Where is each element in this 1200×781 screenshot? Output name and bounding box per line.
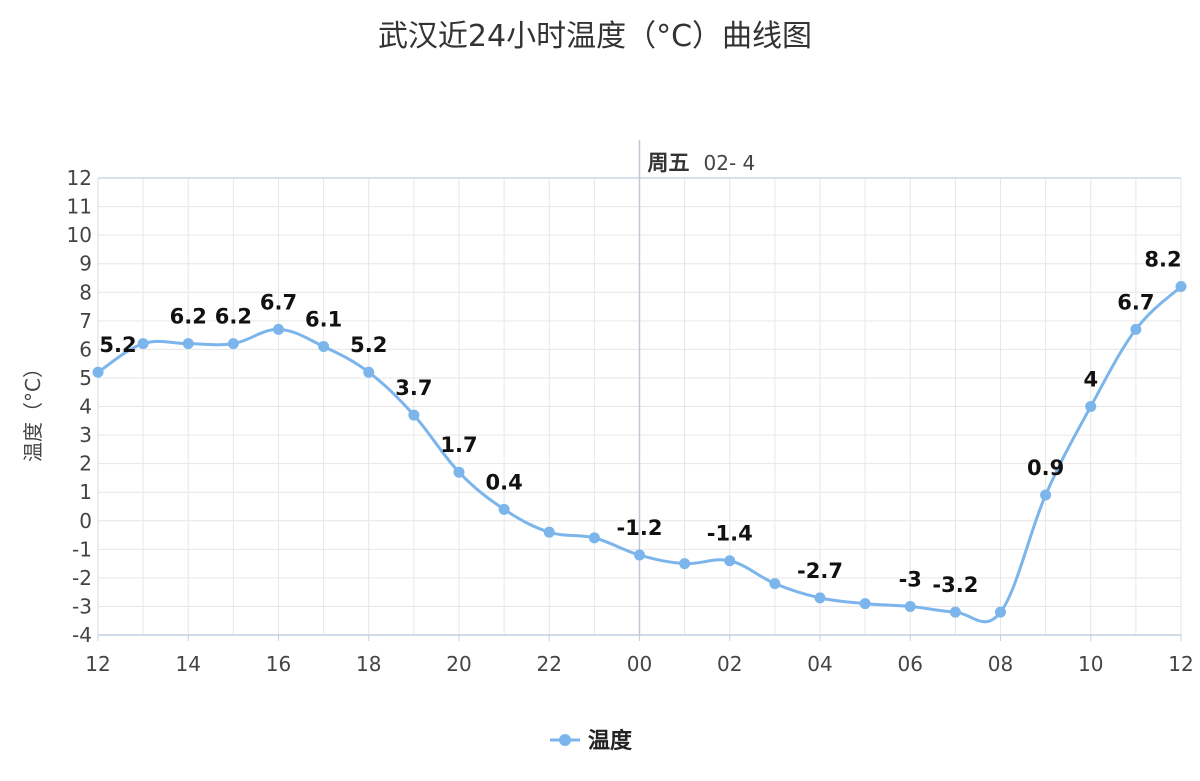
x-tick-label: 00 bbox=[627, 652, 652, 676]
data-point bbox=[543, 526, 555, 538]
data-point bbox=[498, 503, 510, 515]
y-tick-label: 12 bbox=[67, 166, 92, 190]
day-name: 周五 bbox=[648, 151, 690, 175]
data-point bbox=[769, 578, 781, 590]
x-tick-label: 12 bbox=[85, 652, 110, 676]
data-label: 6.1 bbox=[305, 308, 342, 332]
data-point bbox=[318, 341, 330, 353]
x-tick-label: 04 bbox=[807, 652, 832, 676]
y-tick-label: -2 bbox=[72, 566, 92, 590]
data-point bbox=[1175, 281, 1187, 293]
day-marker: 周五 02- 4 bbox=[638, 140, 756, 635]
data-point bbox=[814, 592, 826, 604]
x-tick-label: 14 bbox=[176, 652, 201, 676]
x-tick-label: 22 bbox=[537, 652, 562, 676]
legend-marker bbox=[559, 734, 571, 746]
data-point bbox=[182, 338, 194, 350]
y-tick-label: 10 bbox=[67, 223, 92, 247]
x-tick-label: 16 bbox=[266, 652, 291, 676]
data-label: 6.7 bbox=[1117, 290, 1154, 314]
data-point bbox=[949, 606, 961, 618]
data-point bbox=[273, 323, 284, 335]
y-tick-label: 5 bbox=[79, 366, 92, 390]
data-label: 4 bbox=[1083, 368, 1098, 392]
data-label: 5.2 bbox=[350, 333, 387, 357]
data-point bbox=[634, 549, 645, 561]
y-tick-label: -1 bbox=[72, 537, 92, 561]
legend-label: 温度 bbox=[588, 728, 633, 754]
y-tick-label: 3 bbox=[79, 423, 92, 447]
data-label: 8.2 bbox=[1144, 248, 1181, 272]
chart-title: 武汉近24小时温度（°C）曲线图 bbox=[378, 19, 812, 54]
data-label: 3.7 bbox=[395, 376, 432, 400]
data-label: -1.2 bbox=[617, 516, 663, 540]
data-labels: 5.2 6.2 6.2 6.7 6.1 5.2 3.7 1.7 0.4 -1.2 -1.4 -2.7 -… bbox=[99, 248, 1181, 598]
y-tick-label: 4 bbox=[79, 395, 92, 419]
y-axis-label: 温度（°C） bbox=[21, 358, 45, 462]
y-tick-label: -4 bbox=[72, 623, 92, 647]
data-point bbox=[363, 366, 375, 378]
y-tick-label: 6 bbox=[79, 337, 92, 361]
y-tick-label: 1 bbox=[79, 480, 92, 504]
legend[interactable]: 温度 bbox=[550, 728, 633, 754]
data-label: -3.2 bbox=[932, 573, 978, 597]
x-tick-label: 18 bbox=[356, 652, 381, 676]
data-label: 6.7 bbox=[260, 290, 297, 314]
y-tick-label: 8 bbox=[79, 280, 92, 304]
x-axis-ticks: 12 14 16 18 20 22 00 02 04 06 08 10 12 bbox=[85, 635, 1194, 676]
data-point bbox=[859, 598, 871, 610]
data-label: 1.7 bbox=[440, 433, 477, 457]
data-point bbox=[724, 555, 736, 567]
data-point bbox=[1130, 323, 1142, 335]
data-label: 0.9 bbox=[1027, 456, 1064, 480]
data-label: 6.2 bbox=[215, 305, 252, 329]
series-temperature bbox=[92, 281, 1187, 624]
data-point bbox=[92, 366, 104, 378]
data-point bbox=[1040, 489, 1052, 501]
data-point bbox=[408, 409, 420, 421]
x-tick-label: 10 bbox=[1078, 652, 1103, 676]
x-tick-label: 02 bbox=[717, 652, 742, 676]
x-tick-label: 08 bbox=[988, 652, 1013, 676]
data-point bbox=[453, 466, 465, 478]
y-tick-label: -3 bbox=[72, 594, 92, 618]
data-point bbox=[227, 338, 239, 350]
data-label: 0.4 bbox=[486, 470, 523, 494]
data-point bbox=[904, 600, 916, 612]
data-label: -3 bbox=[899, 567, 922, 591]
data-label: 6.2 bbox=[170, 305, 207, 329]
data-label: -1.4 bbox=[707, 522, 753, 546]
x-tick-label: 12 bbox=[1168, 652, 1193, 676]
y-tick-label: 9 bbox=[79, 252, 92, 276]
data-point bbox=[588, 532, 600, 544]
x-tick-label: 20 bbox=[446, 652, 471, 676]
data-point bbox=[995, 606, 1006, 618]
data-label: 5.2 bbox=[99, 333, 136, 357]
data-point bbox=[679, 558, 691, 570]
y-tick-label: 0 bbox=[79, 509, 92, 533]
data-point bbox=[137, 338, 149, 350]
y-tick-label: 2 bbox=[79, 452, 92, 476]
day-date: 02- 4 bbox=[704, 151, 756, 175]
y-tick-label: 11 bbox=[67, 195, 92, 219]
x-tick-label: 06 bbox=[898, 652, 923, 676]
data-label: -2.7 bbox=[797, 559, 843, 583]
y-tick-label: 7 bbox=[79, 309, 92, 333]
data-point bbox=[1085, 401, 1097, 412]
